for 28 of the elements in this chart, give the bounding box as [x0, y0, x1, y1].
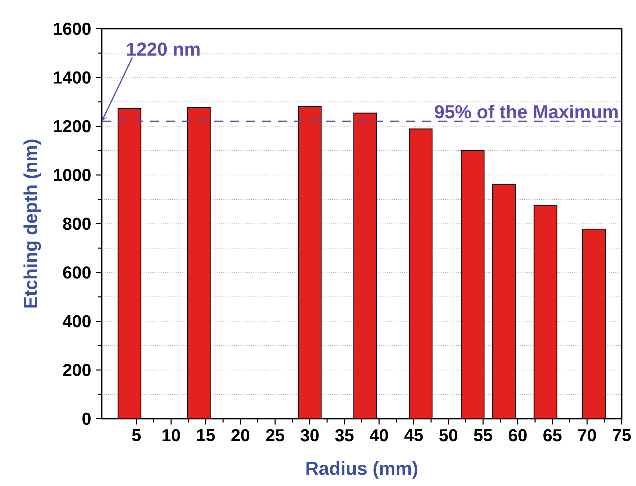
x-axis-title: Radius (mm) — [306, 462, 418, 479]
x-tick-label: 35 — [335, 429, 354, 442]
y-tick-label: 1600 — [54, 22, 91, 36]
x-tick-label: 75 — [613, 429, 632, 442]
y-tick-label: 1400 — [54, 72, 91, 84]
x-tick-label: 25 — [266, 429, 284, 442]
x-tick-label: 70 — [578, 429, 596, 442]
annotation: 1220 nm — [127, 42, 200, 56]
ref-line-label: 95% of the Maximum — [435, 104, 618, 119]
y-tick-label: 1000 — [54, 169, 91, 182]
y-tick-label: 400 — [62, 315, 91, 328]
x-tick-label: 65 — [544, 429, 562, 442]
x-tick-label: 45 — [404, 429, 424, 442]
x-tick-label: 30 — [300, 429, 319, 442]
x-tick-label: 10 — [162, 429, 180, 442]
x-tick-label: 5 — [132, 429, 142, 442]
y-tick-label: 0 — [82, 412, 91, 426]
x-tick-label: 20 — [232, 429, 250, 442]
y-tick-label: 800 — [63, 218, 91, 230]
x-tick-label: 60 — [508, 429, 527, 442]
x-tick-label: 50 — [440, 429, 458, 442]
y-axis-title: Etching depth (nm) — [24, 140, 42, 308]
y-tick-label: 1200 — [54, 120, 91, 133]
x-tick-label: 15 — [197, 429, 216, 442]
y-tick-label: 200 — [63, 364, 91, 376]
x-tick-label: 40 — [370, 429, 388, 442]
y-tick-label: 600 — [63, 266, 91, 279]
x-tick-label: 55 — [474, 429, 492, 442]
